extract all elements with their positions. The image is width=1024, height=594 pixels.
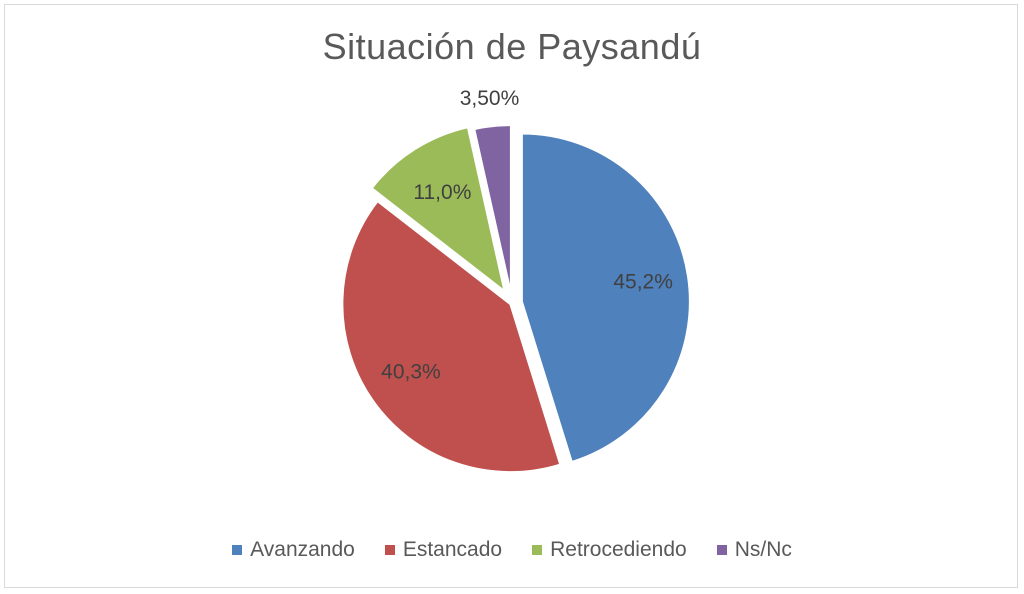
chart-frame <box>4 4 1018 588</box>
pie-data-labels: 45,2% 40,3% 11,0% 3,50% <box>381 87 673 384</box>
legend-swatch-icon <box>716 545 727 555</box>
legend-item-retrocediendo: Retrocediendo <box>532 538 687 562</box>
data-label-avanzando: 45,2% <box>613 271 673 294</box>
legend-swatch-icon <box>232 545 243 555</box>
chart-title: Situación de Paysandú <box>322 26 702 67</box>
pie-slice-retrocediendo <box>370 126 507 294</box>
legend-label: Estancado <box>402 538 503 561</box>
legend-label: Retrocediendo <box>550 538 687 561</box>
legend-label: Avanzando <box>250 538 355 561</box>
legend-item-ns-nc: Ns/Nc <box>716 538 792 562</box>
legend-item-estancado: Estancado <box>384 538 503 562</box>
pie-slices <box>341 124 691 474</box>
data-label-ns-nc: 3,50% <box>460 87 520 110</box>
legend-item-avanzando: Avanzando <box>232 538 355 562</box>
pie-slice-avanzando <box>520 132 691 464</box>
pie-slice-estancado <box>341 199 562 474</box>
legend-label: Ns/Nc <box>734 538 792 561</box>
pie-slice-ns-nc <box>473 124 512 294</box>
data-label-estancado: 40,3% <box>381 361 441 384</box>
legend: Avanzando Estancado Retrocediendo Ns/Nc <box>0 538 1024 562</box>
legend-swatch-icon <box>384 545 395 555</box>
legend-swatch-icon <box>532 545 543 555</box>
data-label-retrocediendo: 11,0% <box>413 181 471 204</box>
